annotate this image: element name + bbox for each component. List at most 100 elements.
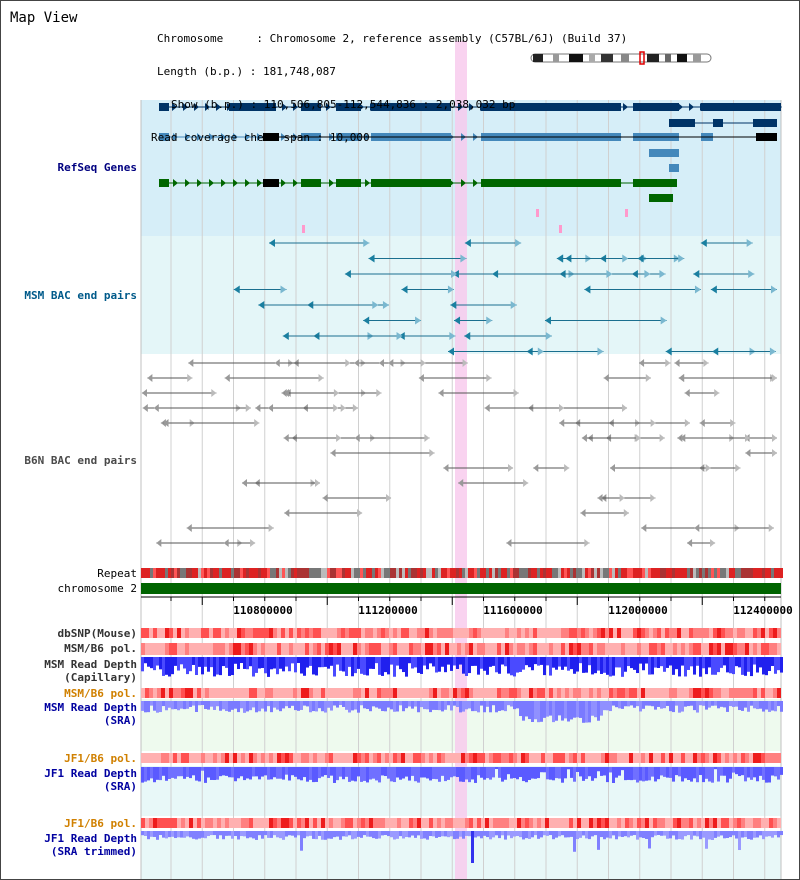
snp-density-cell [269, 688, 273, 698]
read-depth-bar [771, 701, 774, 711]
snp-density-cell [517, 643, 521, 655]
snp-density-cell [533, 753, 537, 763]
read-depth-bar [300, 831, 303, 851]
read-depth-bar [468, 657, 471, 674]
read-depth-bar [732, 767, 735, 773]
read-depth-bar [252, 701, 255, 708]
snp-density-cell [329, 688, 333, 698]
read-depth-bar [507, 657, 510, 674]
msm-depth-cap-label[interactable]: MSM Read Depth [44, 658, 137, 671]
snp-density-cell [701, 818, 705, 828]
snp-density-cell [229, 688, 233, 698]
bac-end [462, 359, 468, 367]
read-depth-bar [252, 831, 255, 839]
msm-b6-pol-label-1[interactable]: MSM/B6 pol. [64, 642, 137, 655]
snp-density-cell [285, 753, 289, 763]
bac-end [188, 359, 194, 367]
snp-density-cell [589, 688, 593, 698]
read-depth-bar [477, 767, 480, 776]
read-depth-bar [744, 831, 747, 838]
bac-end [510, 301, 517, 309]
snp-density-cell [769, 688, 773, 698]
read-depth-bar [447, 657, 450, 665]
bac-end [223, 539, 229, 547]
read-depth-bar [270, 767, 273, 780]
snp-density-cell [513, 753, 517, 763]
bac-end [674, 359, 680, 367]
read-depth-bar [324, 657, 327, 667]
snp-density-cell [285, 628, 289, 638]
read-depth-spike [471, 831, 474, 863]
snp-density-cell [749, 688, 753, 698]
snp-density-cell [249, 688, 253, 698]
snp-density-cell [253, 753, 257, 763]
snp-density-cell [253, 628, 257, 638]
read-depth-bar [291, 767, 294, 776]
b6n-bac-label[interactable]: B6N BAC end pairs [24, 454, 137, 467]
snp-density-cell [557, 688, 561, 698]
jf1-depth-trim-label[interactable]: JF1 Read Depth [44, 832, 137, 845]
bac-end [376, 389, 382, 397]
read-depth-bar [315, 701, 318, 712]
msm-b6-pol-label-2[interactable]: MSM/B6 pol. [64, 687, 137, 700]
read-depth-bar [534, 657, 537, 665]
snp-density-cell [669, 628, 673, 638]
read-depth-bar [582, 701, 585, 723]
read-depth-bar [495, 657, 498, 673]
msm-bac-label[interactable]: MSM BAC end pairs [24, 289, 137, 302]
jf1-b6-pol-label-1[interactable]: JF1/B6 pol. [64, 752, 137, 765]
snp-density-cell [377, 688, 381, 698]
read-depth-bar [231, 767, 234, 778]
snp-density-cell [345, 643, 349, 655]
read-depth-bar [747, 701, 750, 712]
read-depth-bar [426, 831, 429, 840]
snp-density-cell [189, 643, 193, 655]
read-depth-bar [666, 657, 669, 668]
read-depth-bar [186, 657, 189, 675]
strand-arrow [161, 103, 166, 111]
read-depth-bar [168, 831, 171, 838]
snp-density-cell [449, 643, 453, 655]
repeat-block [159, 568, 162, 578]
jf1-depth-sra-label[interactable]: JF1 Read Depth [44, 767, 137, 780]
read-depth-bar [468, 767, 471, 783]
snp-density-cell [281, 628, 285, 638]
snp-density-cell [277, 818, 281, 828]
bac-end [269, 239, 276, 247]
snp-density-cell [289, 643, 293, 655]
read-depth-bar [486, 657, 489, 675]
snp-density-cell [633, 628, 637, 638]
read-depth-bar [525, 831, 528, 839]
snp-density-cell [761, 643, 765, 655]
snp-density-cell [761, 688, 765, 698]
read-depth-bar [681, 701, 684, 712]
read-depth-bar [693, 767, 696, 779]
read-depth-bar [387, 657, 390, 675]
msm-depth-sra-label[interactable]: MSM Read Depth [44, 701, 137, 714]
snp-density-cell [185, 643, 189, 655]
read-depth-bar [207, 701, 210, 710]
read-depth-bar [549, 831, 552, 836]
refseq-genes-label[interactable]: RefSeq Genes [57, 161, 137, 174]
read-depth-bar [531, 701, 534, 722]
repeat-block [579, 568, 582, 578]
repeat-block [675, 568, 678, 578]
read-depth-bar [525, 701, 528, 717]
read-depth-bar [561, 831, 564, 836]
gene-exon [336, 179, 361, 187]
snp-density-cell [585, 643, 589, 655]
bac-end [415, 316, 422, 325]
strand-arrow [271, 103, 276, 111]
jf1-b6-pol-label-2[interactable]: JF1/B6 pol. [64, 817, 137, 830]
bac-end [745, 449, 751, 457]
repeat-block [165, 568, 168, 578]
read-depth-bar [225, 701, 228, 712]
repeat-block [537, 568, 540, 578]
snp-density-cell [357, 688, 361, 698]
dbsnp-label[interactable]: dbSNP(Mouse) [57, 627, 137, 640]
repeat-block [342, 568, 345, 578]
read-depth-bar [765, 831, 768, 837]
snp-density-cell [745, 628, 749, 638]
read-depth-bar [747, 767, 750, 778]
